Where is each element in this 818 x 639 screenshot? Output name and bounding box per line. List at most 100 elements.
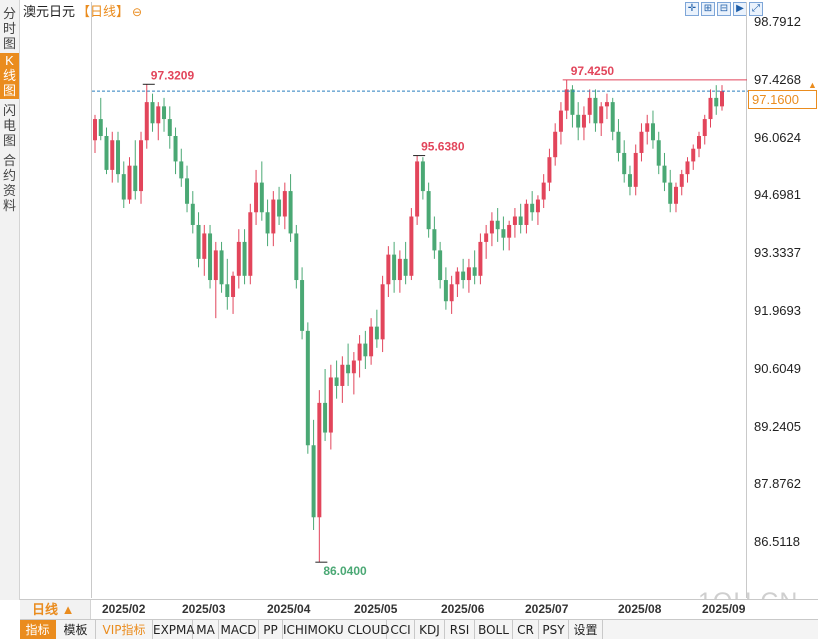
candle [403,241,408,285]
candle [374,309,379,348]
tab-ma[interactable]: MA [193,620,219,639]
candle-body [196,224,201,259]
tab-contract-info[interactable]: 合约资料 [2,153,16,213]
crosshair-icon[interactable]: ✛ [685,2,699,16]
candlestick-chart[interactable]: 97.3209 86.0400 95.6380 97.4250 [92,2,748,598]
indicator-bar: 指标 模板 VIP指标 EXPMA MA MACD PP ICHIMOKU CLOUD CCI K… [20,619,818,639]
chart-title: 澳元日元 【日线】 ⊖ [23,3,142,21]
candle-body [662,165,667,183]
candle [541,174,546,209]
y-tick-label: 87.8762 [754,476,801,492]
circle-minus-icon[interactable]: ⊖ [132,5,143,19]
candle [478,233,483,285]
tab-expma[interactable]: EXPMA [153,620,195,639]
tab-kdj[interactable]: KDJ [415,620,445,639]
tab-rsi[interactable]: RSI [445,620,475,639]
candle [225,258,230,310]
tab-template[interactable]: 模板 [56,620,96,639]
candle-body [288,191,293,234]
candle-body [346,364,351,374]
candle [702,114,707,145]
candle [231,271,236,314]
candle [236,229,241,289]
candle-body [432,229,437,251]
candle [357,335,362,378]
plot-area[interactable]: 97.3209 86.0400 95.6380 97.4250 [91,2,748,598]
candle-body [334,377,339,386]
tab-settings[interactable]: 设置 [569,620,603,639]
candle [259,161,264,221]
candle [530,191,535,221]
candle [461,258,466,289]
candle-body [420,161,425,192]
y-tick-label: 91.9693 [754,302,801,318]
zoom-out-icon[interactable]: ⊟ [717,2,731,16]
candle-body [156,106,161,124]
candle [610,97,615,141]
candle [282,182,287,230]
tab-cr[interactable]: CR [513,620,539,639]
tab-macd[interactable]: MACD [219,620,259,639]
candle [346,343,351,386]
candle [380,275,385,353]
fullscreen-icon[interactable]: ⤢ [749,2,763,16]
candle-body [495,220,500,230]
zoom-in-icon[interactable]: ⊞ [701,2,715,16]
candle-body [650,123,655,141]
candle-body [150,102,155,124]
candle [311,419,316,530]
extreme-annotation: 86.0400 [315,561,367,578]
play-icon[interactable]: ▶ [733,2,747,16]
tab-flash[interactable]: 闪电图 [2,103,16,148]
candle [518,203,523,234]
tab-vip-indicator[interactable]: VIP指标 [96,620,153,639]
candle [507,220,512,251]
x-axis: 日线 ▲ 2025/02 2025/03 2025/04 2025/05 2025/06… [20,599,818,620]
candle-body [392,254,397,281]
candle [449,275,454,314]
candle [127,157,132,204]
candle [415,155,420,225]
period-select-button[interactable]: 日线 ▲ [20,600,91,620]
x-tick-label: 2025/04 [267,602,311,616]
candle-body [98,119,103,137]
candle [93,114,97,153]
candle-body [501,229,506,238]
candle-body [484,233,489,242]
candle [558,102,563,145]
candle-body [116,140,121,175]
tab-boll[interactable]: BOLL [475,620,513,639]
tab-pp[interactable]: PP [259,620,283,639]
y-axis: 98.7912 97.4268 96.0624 94.6981 93.3337 91.96… [748,0,818,600]
candle [317,390,322,563]
y-tick-label: 94.6981 [754,187,801,203]
candle-body [213,250,218,281]
candle-body [294,233,299,281]
candle [323,369,328,442]
y-tick-label: 96.0624 [754,129,801,145]
candle [202,224,207,276]
candle [265,199,270,247]
extreme-annotation: 95.6380 [413,140,465,157]
tab-indicator[interactable]: 指标 [20,620,56,639]
left-view-tabs: 分时图 K线图 闪电图 合约资料 [0,0,20,600]
candle-body [599,106,604,124]
candle-body [570,89,575,115]
tab-cci[interactable]: CCI [387,620,415,639]
candle [633,144,638,196]
candle-body [541,182,546,200]
x-tick-label: 2025/06 [441,602,485,616]
candle-body [231,275,236,297]
candle-body [576,114,581,128]
candle-body [202,233,207,259]
candle-body [512,216,517,225]
tab-ichimoku[interactable]: ICHIMOKU CLOUD [283,620,390,639]
candle [581,106,586,141]
tab-psy[interactable]: PSY [539,620,569,639]
tab-intraday[interactable]: 分时图 [2,6,16,51]
candle [254,169,259,225]
candle [685,157,690,183]
tab-kline[interactable]: K线图 [0,53,19,99]
candle-body [190,203,195,225]
annotation-label: 95.6380 [421,140,465,154]
